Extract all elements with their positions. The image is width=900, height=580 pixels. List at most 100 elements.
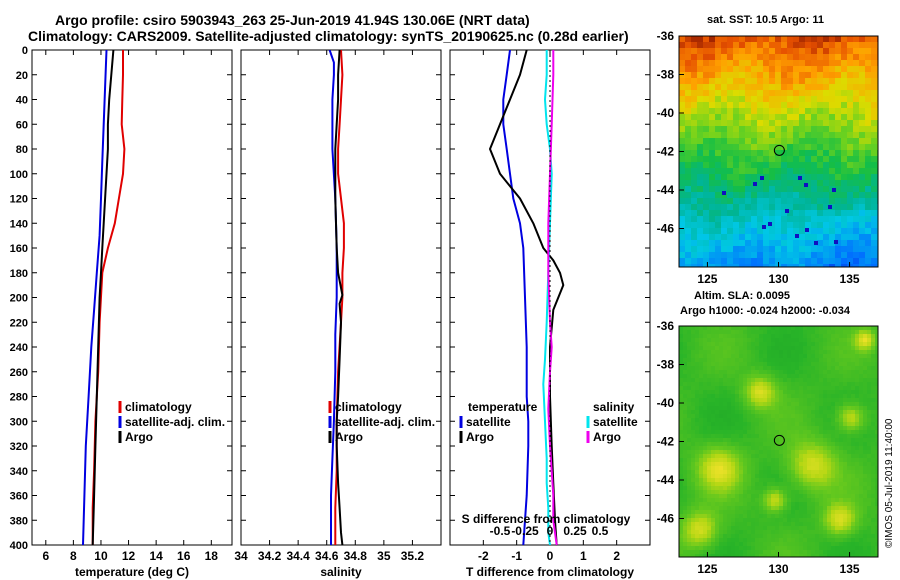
sst-cell	[817, 108, 823, 114]
sla-cell	[787, 406, 791, 410]
sla-cell	[699, 378, 703, 382]
sla-cell	[863, 422, 867, 426]
sla-cell	[771, 330, 775, 334]
sst-cell	[697, 180, 703, 186]
sla-cell	[755, 506, 759, 510]
sst-cell	[763, 204, 769, 210]
sla-cell	[851, 542, 855, 546]
sla-cell	[679, 350, 683, 354]
sla-cell	[851, 514, 855, 518]
sst-cell	[709, 132, 715, 138]
sla-cell	[807, 334, 811, 338]
sst-cell	[679, 216, 685, 222]
sla-cell	[727, 534, 731, 538]
sla-cell	[847, 474, 851, 478]
sla-cell	[731, 326, 735, 330]
depth-tick-label: 0	[22, 45, 28, 57]
sla-cell	[775, 414, 779, 418]
sst-cell	[715, 180, 721, 186]
sst-cell	[739, 96, 745, 102]
sla-cell	[743, 422, 747, 426]
sla-cell	[859, 334, 863, 338]
sla-cell	[867, 470, 871, 474]
sla-cell	[767, 462, 771, 466]
sla-cell	[799, 334, 803, 338]
sst-cell	[787, 228, 793, 234]
sla-cell	[703, 342, 707, 346]
sla-cell	[787, 422, 791, 426]
sst-cell	[847, 204, 853, 210]
sla-cell	[843, 458, 847, 462]
sst-cell	[835, 258, 841, 264]
sla-cell	[867, 442, 871, 446]
sst-cell	[685, 132, 691, 138]
sla-cell	[795, 538, 799, 542]
sst-cell	[811, 156, 817, 162]
sla-cell	[795, 446, 799, 450]
sla-cell	[759, 518, 763, 522]
sst-cell	[817, 96, 823, 102]
sla-cell	[847, 366, 851, 370]
sst-cell	[859, 138, 865, 144]
sla-cell	[703, 462, 707, 466]
sst-cell	[733, 54, 739, 60]
sst-cell	[727, 84, 733, 90]
sla-cell	[767, 366, 771, 370]
sla-cell	[747, 402, 751, 406]
sla-cell	[807, 494, 811, 498]
sst-cell	[853, 216, 859, 222]
sla-cell	[767, 474, 771, 478]
sst-cell	[697, 240, 703, 246]
sla-cell	[755, 498, 759, 502]
sla-cell	[799, 390, 803, 394]
sst-cell	[727, 144, 733, 150]
sla-cell	[815, 330, 819, 334]
sla-cell	[691, 418, 695, 422]
sst-cell	[751, 240, 757, 246]
sla-cell	[715, 386, 719, 390]
sst-cell	[781, 228, 787, 234]
sla-cell	[775, 490, 779, 494]
sla-cell	[719, 530, 723, 534]
sst-cell	[805, 60, 811, 66]
sla-cell	[735, 450, 739, 454]
sst-cell	[847, 132, 853, 138]
s-tick-label: 0.5	[592, 524, 609, 538]
sla-cell	[679, 466, 683, 470]
sla-cell	[719, 482, 723, 486]
sst-cell	[817, 252, 823, 258]
sst-cell	[793, 162, 799, 168]
sla-cell	[711, 390, 715, 394]
sla-cell	[747, 346, 751, 350]
sst-cell	[865, 120, 871, 126]
sst-cell	[703, 114, 709, 120]
sla-cell	[763, 414, 767, 418]
sst-cell	[721, 108, 727, 114]
sla-cell	[863, 438, 867, 442]
sst-cell	[871, 132, 877, 138]
sst-cell	[685, 246, 691, 252]
sla-cell	[751, 466, 755, 470]
sla-cell	[779, 402, 783, 406]
sla-cell	[867, 550, 871, 554]
sla-cell	[835, 466, 839, 470]
sla-cell	[771, 450, 775, 454]
sst-cell	[799, 54, 805, 60]
sla-cell	[751, 550, 755, 554]
sla-cell	[871, 502, 875, 506]
sst-cell	[733, 264, 739, 267]
sla-cell	[727, 326, 731, 330]
sla-cell	[795, 386, 799, 390]
sla-cell	[755, 466, 759, 470]
sst-cell	[739, 42, 745, 48]
sla-cell	[763, 486, 767, 490]
depth-tick-label: 260	[10, 367, 28, 379]
sla-cell	[759, 342, 763, 346]
sla-cell	[803, 490, 807, 494]
map-y-tick-label: -42	[657, 145, 675, 159]
sla-cell	[695, 362, 699, 366]
sla-cell	[759, 474, 763, 478]
sla-cell	[707, 426, 711, 430]
sla-cell	[763, 338, 767, 342]
sla-cell	[763, 526, 767, 530]
